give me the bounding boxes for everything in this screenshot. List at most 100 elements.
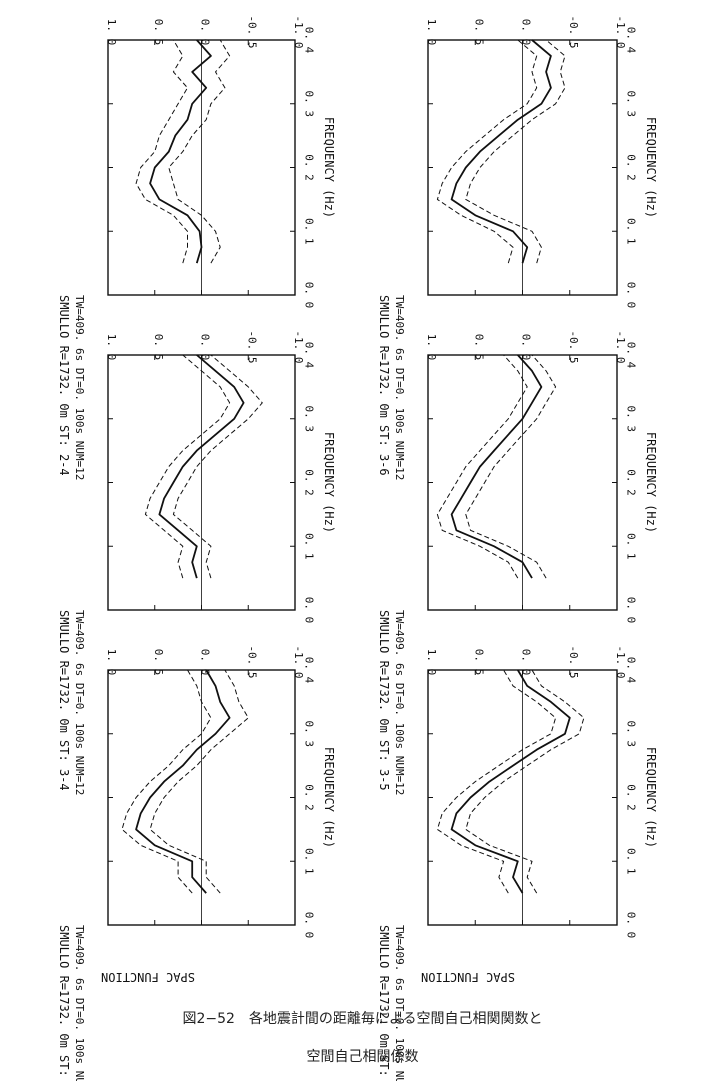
y-tick-label: 0. 5 (472, 649, 485, 676)
x-tick-label: 0. 3 (625, 406, 638, 433)
panel-header-2: TW=409. 6s DT=0. 100s NUM=12 (73, 295, 86, 480)
x-tick-label: 0. 2 (303, 154, 316, 181)
x-tick-label: 0. 2 (303, 469, 316, 496)
x-tick-label: 0. 1 (625, 848, 638, 875)
panel-header-1: SMULLO R=1732. 0m ST: 3-6 (377, 295, 391, 476)
panel-header-2: TW=409. 6s DT=0. 100s NUM=12 (393, 925, 406, 1081)
y-tick-label: 0. 5 (152, 649, 165, 676)
y-tick-label: 1. 0 (425, 334, 438, 361)
x-tick-label: 0. 1 (303, 218, 316, 245)
spac-mean-line (450, 39, 552, 264)
x-axis-title: FREQUENCY (Hz) (644, 117, 658, 218)
x-tick-label: 0. 3 (625, 721, 638, 748)
y-tick-label: -0. 5 (245, 645, 258, 678)
x-tick-label: 0. 0 (303, 912, 316, 939)
x-tick-label: 0. 4 (625, 27, 638, 54)
y-tick-label: 0. 0 (520, 334, 533, 361)
figure-caption-line1: 図2−52 各地震計間の距離毎による空間自己相関関数と (182, 1011, 543, 1027)
x-tick-label: 0. 1 (303, 533, 316, 560)
x-tick-label: 0. 0 (625, 912, 638, 939)
y-tick-label: -1. 0 (292, 330, 305, 363)
y-tick-label: -0. 5 (567, 645, 580, 678)
panel-header-2: TW=409. 6s DT=0. 100s NUM=12 (73, 925, 86, 1081)
x-tick-label: 0. 0 (625, 282, 638, 309)
y-tick-label: 0. 0 (199, 19, 212, 46)
x-axis-title: FREQUENCY (Hz) (644, 432, 658, 533)
x-tick-label: 0. 3 (303, 406, 316, 433)
spac-upper-line (436, 39, 538, 264)
x-axis-title: FREQUENCY (Hz) (644, 747, 658, 848)
spac-mean-line (450, 669, 571, 894)
spac-panel: 1. 0 0. 5 0. 0 -0. 5 -1. 0 0. 0 0. 1 0. 2 0. 3 0.… (57, 15, 336, 480)
spac-mean-line (135, 669, 231, 894)
panel-header-1: SMULLO R=1732. 0m ST: 3-4 (57, 610, 71, 791)
x-tick-label: 0. 1 (625, 533, 638, 560)
y-tick-label: -1. 0 (614, 645, 627, 678)
y-tick-label: -1. 0 (292, 645, 305, 678)
spac-panel: 1. 0 0. 5 0. 0 -0. 5 -1. 0 0. 0 0. 1 0. 2 0. 3 0.… (377, 15, 658, 480)
spac-mean-line (149, 39, 212, 264)
spac-panel: 1. 0 0. 5 0. 0 -0. 5 -1. 0 0. 0 0. 1 0. 2 0. 3 0.… (377, 330, 658, 795)
x-tick-label: 0. 4 (625, 342, 638, 369)
x-axis-title: FREQUENCY (Hz) (322, 432, 336, 533)
y-tick-label: 1. 0 (425, 19, 438, 46)
y-tick-label: -0. 5 (567, 15, 580, 48)
spac-mean-line (450, 354, 543, 579)
y-tick-label: -0. 5 (567, 330, 580, 363)
panel-header-2: TW=409. 6s DT=0. 100s NUM=12 (393, 610, 406, 795)
y-tick-label: 0. 5 (472, 334, 485, 361)
x-tick-label: 0. 0 (625, 597, 638, 624)
panel-header-1: SMULLO R=1732. 0m ST: 2-5 (377, 925, 391, 1081)
spac-upper-line (144, 354, 231, 579)
y-tick-label: -0. 5 (245, 330, 258, 363)
x-axis-title: FREQUENCY (Hz) (322, 117, 336, 218)
panel-header-2: TW=409. 6s DT=0. 100s NUM=12 (73, 610, 86, 795)
spac-lower-line (465, 354, 557, 579)
x-tick-label: 0. 2 (625, 154, 638, 181)
y-tick-label: 0. 5 (152, 334, 165, 361)
y-axis-title: SPAC FUNCTION (421, 970, 515, 984)
panel-header-2: TW=409. 6s DT=0. 100s NUM=12 (393, 295, 406, 480)
spac-lower-line (168, 39, 231, 264)
y-tick-label: 1. 0 (425, 649, 438, 676)
spac-panel: 1. 0 0. 5 0. 0 -0. 5 -1. 0 0. 0 0. 1 0. 2 0. 3 0.… (377, 645, 658, 1081)
y-tick-label: 1. 0 (105, 334, 118, 361)
x-tick-label: 0. 0 (303, 597, 316, 624)
spac-panel: 1. 0 0. 5 0. 0 -0. 5 -1. 0 0. 0 0. 1 0. 2 0. 3 0.… (57, 645, 336, 1081)
y-tick-label: 1. 0 (105, 649, 118, 676)
y-axis-title: SPAC FUNCTION (101, 970, 195, 984)
x-tick-label: 0. 3 (625, 91, 638, 118)
x-tick-label: 0. 1 (625, 218, 638, 245)
x-tick-label: 0. 2 (303, 784, 316, 811)
figure-caption-line2: 空間自己相関係数 (306, 1049, 419, 1065)
x-tick-label: 0. 0 (303, 282, 316, 309)
y-tick-label: -1. 0 (614, 330, 627, 363)
spac-upper-line (436, 669, 557, 894)
x-tick-label: 0. 1 (303, 848, 316, 875)
x-tick-label: 0. 3 (303, 721, 316, 748)
spac-upper-line (436, 354, 528, 579)
spac-lower-line (172, 354, 263, 579)
y-tick-label: -1. 0 (614, 15, 627, 48)
panel-header-1: SMULLO R=1732. 0m ST: 2-4 (57, 295, 71, 476)
spac-upper-line (121, 669, 212, 894)
y-tick-label: 0. 0 (520, 19, 533, 46)
x-tick-label: 0. 3 (303, 91, 316, 118)
spac-lower-line (465, 669, 585, 894)
spac-panel: 1. 0 0. 5 0. 0 -0. 5 -1. 0 0. 0 0. 1 0. 2 0. 3 0.… (57, 330, 336, 795)
y-tick-label: 0. 0 (199, 649, 212, 676)
y-tick-label: 0. 5 (152, 19, 165, 46)
x-tick-label: 0. 4 (303, 27, 316, 54)
y-tick-label: 0. 5 (472, 19, 485, 46)
y-tick-label: 0. 0 (520, 649, 533, 676)
x-tick-label: 0. 4 (303, 342, 316, 369)
spac-mean-line (158, 354, 245, 579)
x-axis-title: FREQUENCY (Hz) (322, 747, 336, 848)
y-tick-label: 0. 0 (199, 334, 212, 361)
x-tick-label: 0. 4 (303, 657, 316, 684)
panel-header-1: SMULLO R=1732. 0m ST: 2-3 (57, 925, 71, 1081)
y-tick-label: -0. 5 (245, 15, 258, 48)
y-tick-label: 1. 0 (105, 19, 118, 46)
spac-lower-line (149, 669, 249, 894)
